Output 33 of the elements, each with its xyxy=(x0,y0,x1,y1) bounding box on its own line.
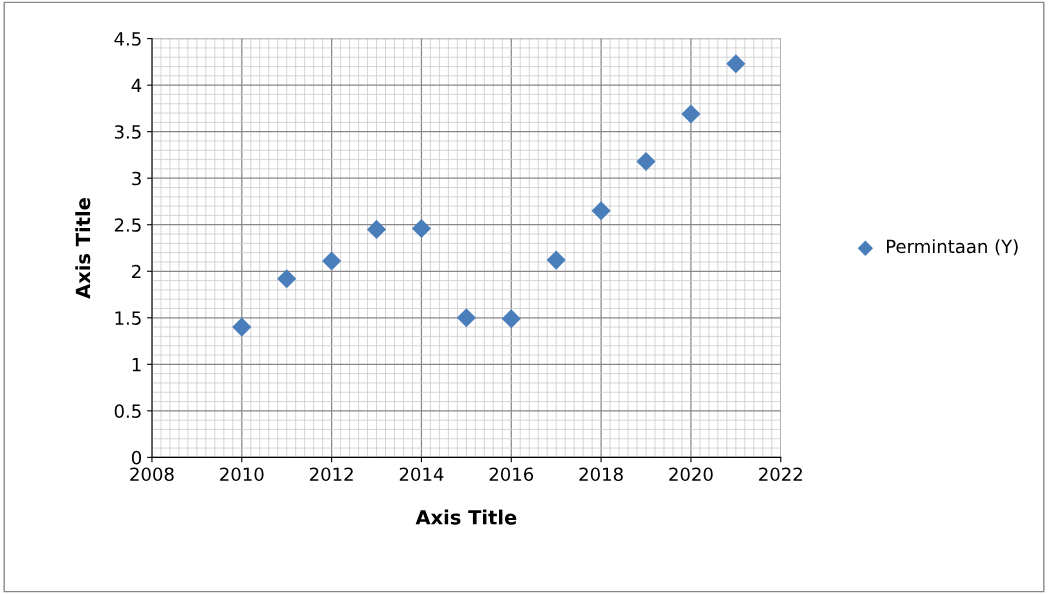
x-tick-label: 2008 xyxy=(130,467,174,482)
point xyxy=(322,251,342,271)
y-tick-label: 4.5 xyxy=(114,32,141,46)
x-tick-label: 2016 xyxy=(489,467,534,482)
y-tick-label: 3.5 xyxy=(114,125,141,139)
point xyxy=(546,250,566,270)
point xyxy=(232,317,252,337)
y-tick-label: 3 xyxy=(132,171,141,186)
point xyxy=(681,104,701,124)
point xyxy=(636,151,656,172)
y-tick-label: 2.5 xyxy=(114,218,141,232)
y-axis-title: Axis Title xyxy=(75,198,91,299)
point xyxy=(726,54,746,74)
y-tick-label: 4 xyxy=(131,78,142,92)
y-tick-label: 0.5 xyxy=(114,404,141,418)
x-tick-label: 2012 xyxy=(309,467,353,482)
legend-label: Permintaan (Y) xyxy=(887,239,1018,256)
point xyxy=(501,309,521,329)
x-tick-label: 2010 xyxy=(220,467,264,482)
y-tick-label: 1 xyxy=(132,358,141,372)
x-tick-label: 2020 xyxy=(669,467,713,482)
x-axis-title: Axis Title xyxy=(415,509,517,525)
point xyxy=(366,219,387,239)
point xyxy=(591,201,611,221)
x-tick-label: 2014 xyxy=(399,467,444,482)
point xyxy=(456,308,476,328)
point xyxy=(277,269,297,289)
y-tick-label: 0 xyxy=(131,450,142,465)
x-tick-label: 2018 xyxy=(579,467,623,482)
x-tick-label: 2022 xyxy=(759,467,802,482)
y-tick-label: 1.5 xyxy=(115,311,141,325)
point xyxy=(411,218,432,239)
y-tick-label: 2 xyxy=(132,264,141,279)
